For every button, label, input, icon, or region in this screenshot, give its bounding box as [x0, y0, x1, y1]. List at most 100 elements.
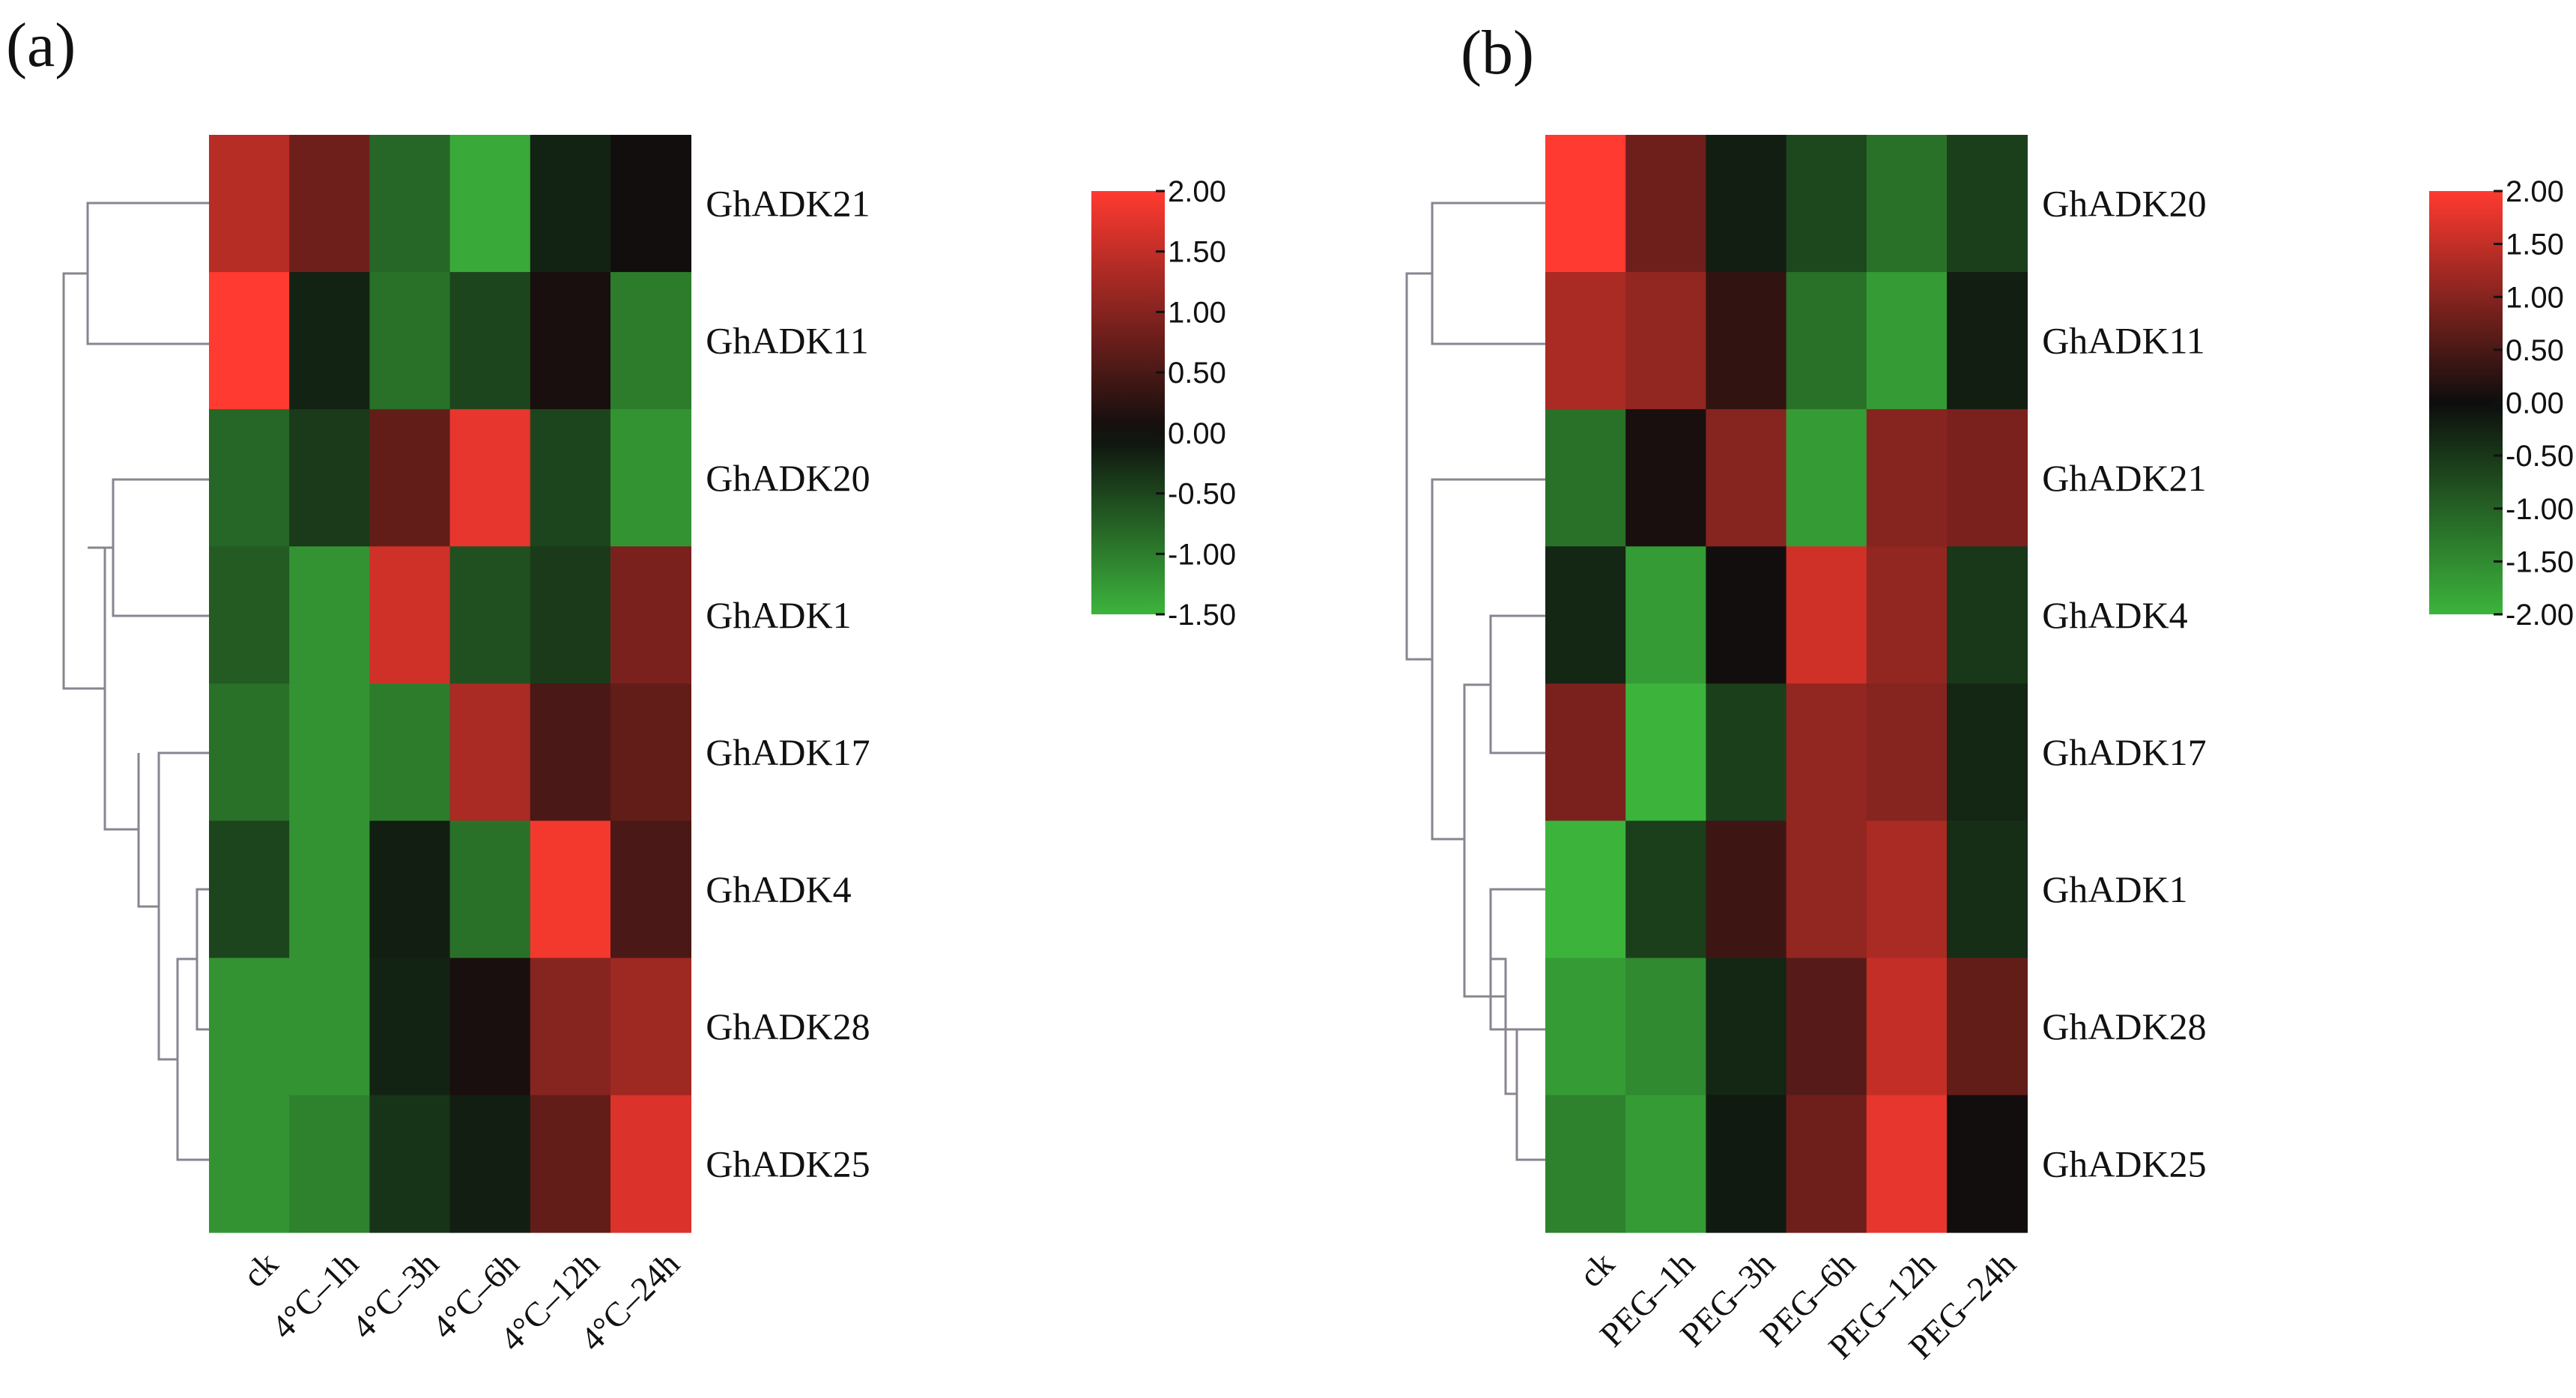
heatmap-cell-ghadk17-0 [1545, 683, 1626, 822]
heatmap-cell-ghadk21-1 [1625, 409, 1707, 548]
heatmap-cell-ghadk25-1 [289, 1095, 371, 1233]
heatmap-cell-ghadk28-3 [1786, 957, 1867, 1096]
colorbar-gradient-b [2429, 191, 2503, 614]
heatmap-cell-ghadk25-2 [369, 1095, 451, 1233]
heatmap-cell-ghadk28-0 [1545, 957, 1626, 1096]
heatmap-cell-ghadk4-3 [1786, 546, 1867, 685]
heatmap-cell-ghadk28-1 [289, 957, 371, 1096]
heatmap-cell-ghadk4-5 [1947, 546, 2028, 685]
colorbar-tick-label: 2.00 [1168, 175, 1226, 208]
dendrogram-branch [86, 202, 209, 345]
heatmap-cell-ghadk17-2 [369, 683, 451, 822]
heatmap-cell-ghadk11-2 [369, 272, 451, 410]
heatmap-cell-ghadk25-3 [449, 1095, 531, 1233]
row-label: GhADK25 [2042, 1143, 2206, 1184]
heatmap-cell-ghadk11-1 [1625, 272, 1707, 410]
heatmap-cell-ghadk17-1 [289, 683, 371, 822]
heatmap-cell-ghadk20-4 [1866, 135, 1948, 273]
dendrogram-a [62, 202, 209, 1161]
column-label: ck [1572, 1244, 1622, 1295]
colorbar-tick-label: -0.50 [1168, 478, 1236, 511]
row-label: GhADK20 [706, 457, 870, 499]
dendrogram-branch [103, 548, 139, 831]
heatmap-cell-ghadk4-1 [1625, 546, 1707, 685]
row-labels-a: GhADK21 GhADK11 GhADK20 GhADK1 GhADK17 GhADK4… [706, 183, 870, 1185]
heatmap-cell-ghadk20-4 [530, 409, 611, 548]
colorbar-tick-label: -1.00 [2506, 493, 2574, 526]
heatmap-cell-ghadk25-4 [530, 1095, 611, 1233]
dendrogram-branch [62, 272, 105, 690]
heatmap-cell-ghadk4-0 [209, 820, 290, 959]
heatmap-cell-ghadk21-3 [449, 135, 531, 273]
heatmap-cell-ghadk1-4 [1866, 820, 1948, 959]
heatmap-cell-ghadk4-3 [449, 820, 531, 959]
heatmap-cell-ghadk25-0 [1545, 1095, 1626, 1233]
heatmap-cell-ghadk20-1 [289, 409, 371, 548]
heatmap-cell-ghadk25-4 [1866, 1095, 1948, 1233]
heatmap-cell-ghadk1-4 [530, 546, 611, 685]
heatmap-cell-ghadk21-0 [1545, 409, 1626, 548]
heatmap-cell-ghadk4-1 [289, 820, 371, 959]
dendrogram-b [1405, 202, 1545, 1161]
colorbar-tick-label: 0.50 [2506, 334, 2564, 367]
heatmap-cell-ghadk28-0 [209, 957, 290, 1096]
heatmap-cell-ghadk17-1 [1625, 683, 1707, 822]
colorbar-tick-label: 0.00 [1168, 417, 1226, 450]
colorbar-tick-label: -2.00 [2506, 599, 2574, 632]
heatmap-cell-ghadk21-3 [1786, 409, 1867, 548]
dendrogram-branch [1405, 272, 1432, 661]
heatmap-cell-ghadk28-2 [1706, 957, 1787, 1096]
heatmap-cell-ghadk11-0 [209, 272, 290, 410]
colorbar-tick-label: 1.00 [1168, 296, 1226, 329]
heatmap-cell-ghadk20-2 [1706, 135, 1787, 273]
heatmap-cell-ghadk1-1 [289, 546, 371, 685]
heatmap-cell-ghadk21-0 [209, 135, 290, 273]
heatmap-cell-ghadk17-5 [610, 683, 691, 822]
heatmap-cell-ghadk4-2 [1706, 546, 1787, 685]
heatmap-cell-ghadk11-1 [289, 272, 371, 410]
colorbar-tick-label: 1.50 [2506, 229, 2564, 261]
colorbar-tick-label: -1.50 [2506, 545, 2574, 578]
heatmap-cell-ghadk21-1 [289, 135, 371, 273]
heatmap-cell-ghadk1-2 [1706, 820, 1787, 959]
row-label: GhADK1 [706, 594, 851, 636]
heatmap-cell-ghadk4-4 [1866, 546, 1948, 685]
row-label: GhADK17 [2042, 731, 2206, 773]
row-label: GhADK21 [706, 183, 870, 225]
row-label: GhADK20 [2042, 183, 2206, 225]
heatmap-cell-ghadk11-5 [1947, 272, 2028, 410]
heatmap-cell-ghadk11-5 [610, 272, 691, 410]
column-label: ck [235, 1244, 285, 1295]
row-labels-b: GhADK20 GhADK11 GhADK21 GhADK4 GhADK17 GhADK1… [2042, 183, 2206, 1185]
heatmap-cell-ghadk17-4 [1866, 683, 1948, 822]
colorbar-ticks-a: 2.00 1.50 1.00 0.50 0.00 -0.50 -1.00 -1.50 [1156, 175, 1236, 632]
row-label: GhADK28 [706, 1005, 870, 1047]
heatmap-cell-ghadk21-5 [610, 135, 691, 273]
heatmap-cell-ghadk11-4 [530, 272, 611, 410]
colorbar-a: 2.00 1.50 1.00 0.50 0.00 -0.50 -1.00 -1.50 [1091, 175, 1236, 632]
heatmap-cell-ghadk1-5 [610, 546, 691, 685]
colorbar-tick-label: 1.00 [2506, 281, 2564, 314]
heatmap-cell-ghadk17-5 [1947, 683, 2028, 822]
panel-a: (a) GhADK21GhADK11GhADK20GhADK1GhADK17Gh… [6, 10, 1236, 1358]
heatmap-cell-ghadk20-5 [610, 409, 691, 548]
heatmap-cell-ghadk11-3 [1786, 272, 1867, 410]
heatmap-cell-ghadk21-5 [1947, 409, 2028, 548]
heatmap-cell-ghadk21-4 [530, 135, 611, 273]
dendrogram-branch [1431, 548, 1464, 841]
heatmap-cell-ghadk1-1 [1625, 820, 1707, 959]
heatmap-cell-ghadk28-4 [1866, 957, 1948, 1096]
row-label: GhADK17 [706, 731, 870, 773]
heatmap-cell-ghadk25-1 [1625, 1095, 1707, 1233]
heatmap-cell-ghadk25-5 [610, 1095, 691, 1233]
row-label: GhADK4 [2042, 594, 2187, 636]
row-label: GhADK21 [2042, 457, 2206, 499]
row-label: GhADK11 [706, 320, 869, 362]
dendrogram-branch [176, 957, 209, 1161]
colorbar-tick-label: 2.00 [2506, 175, 2564, 208]
heatmap-cell-ghadk20-3 [449, 409, 531, 548]
heatmap-cell-ghadk28-5 [610, 957, 691, 1096]
heatmap-cell-ghadk20-2 [369, 409, 451, 548]
heatmap-cell-ghadk25-0 [209, 1095, 290, 1233]
